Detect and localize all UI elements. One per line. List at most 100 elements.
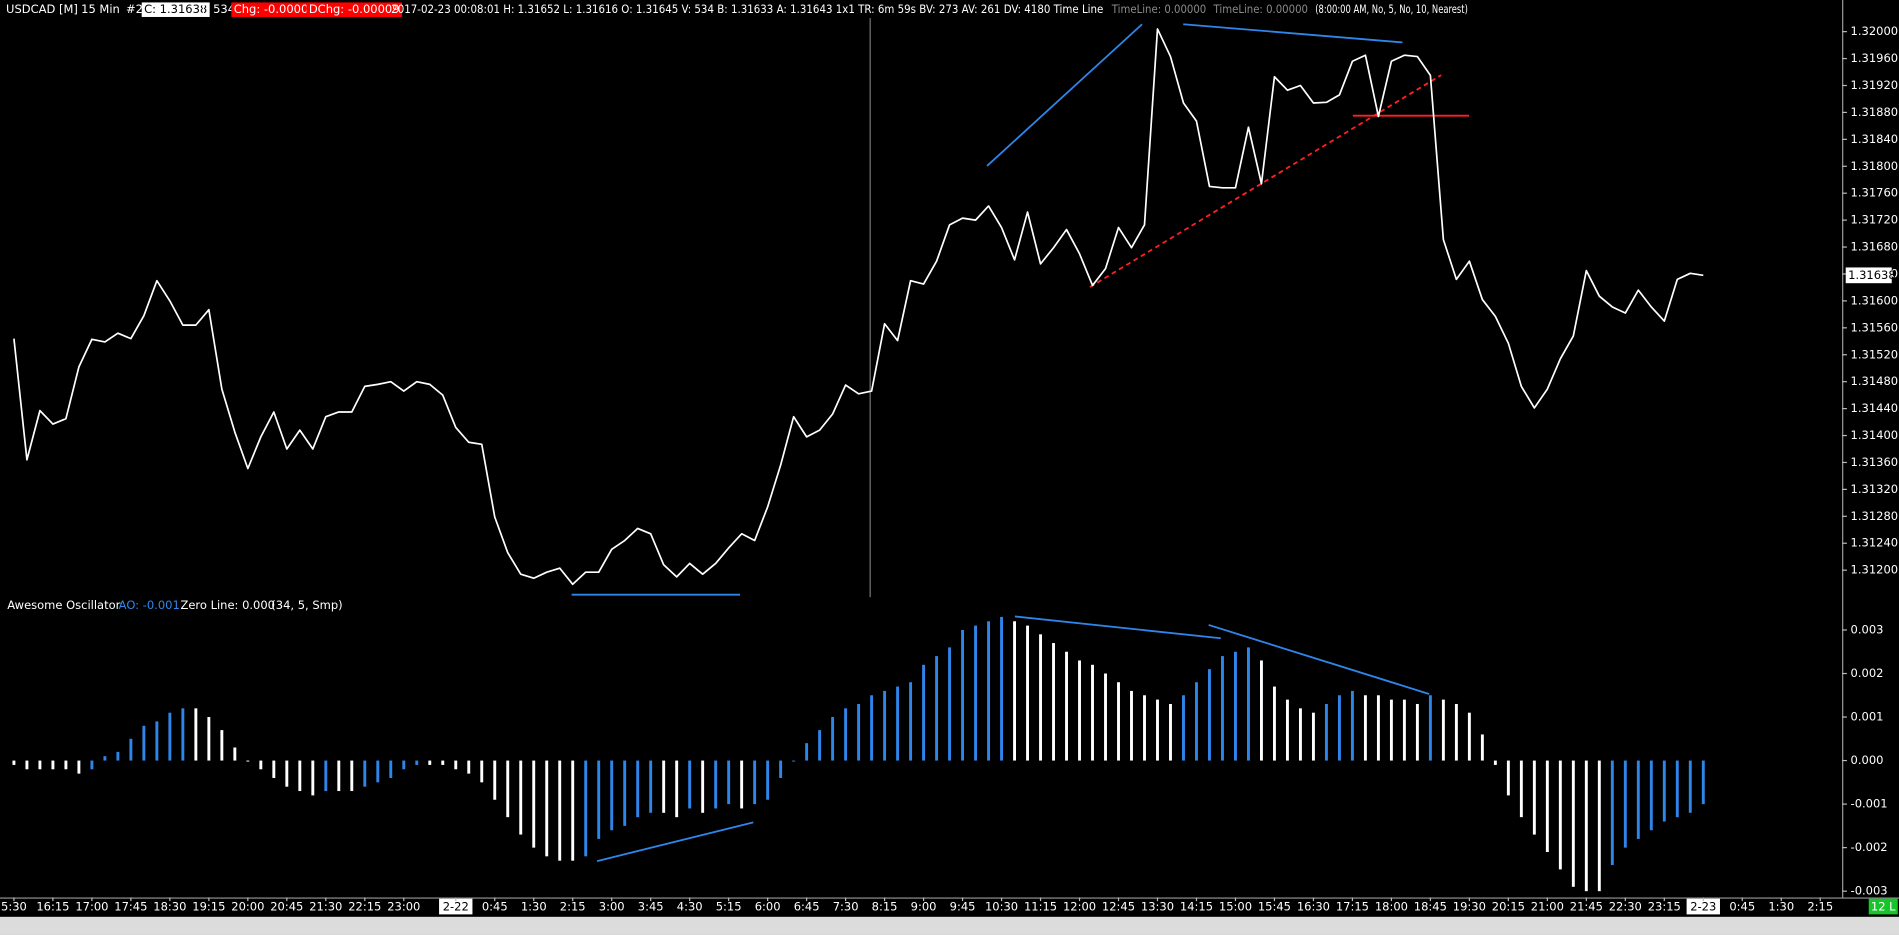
oscillator-bar — [1532, 760, 1536, 835]
y-tick-label: 0.001 — [1851, 710, 1884, 724]
oscillator-bar — [1688, 760, 1692, 813]
date-label-box — [1686, 898, 1720, 915]
oscillator-bar — [1311, 712, 1315, 761]
oscillator-bar — [1584, 760, 1588, 892]
oscillator-bar — [1623, 760, 1627, 848]
x-tick-label: 21:00 — [1531, 900, 1564, 914]
x-tick-label: 3:00 — [599, 900, 625, 914]
oscillator-bar — [1221, 656, 1224, 761]
x-tick-label: 17:45 — [114, 900, 147, 914]
oscillator-bar — [1597, 760, 1601, 892]
oscillator-bar — [1610, 760, 1614, 866]
oscillator-bar — [831, 717, 835, 761]
oscillator-bar — [1013, 621, 1017, 761]
y-tick-label: 1.31840 — [1851, 132, 1899, 146]
oscillator-bar — [1130, 690, 1133, 761]
oscillator-bar — [1143, 695, 1146, 761]
oscillator-bar — [870, 695, 874, 761]
oscillator-bar — [1272, 686, 1276, 761]
trend-line[interactable] — [986, 23, 1143, 167]
oscillator-bar — [337, 760, 341, 792]
oscillator-bar — [597, 760, 601, 839]
oscillator-bar — [272, 760, 276, 778]
label-box — [141, 2, 210, 17]
y-tick-label: 1.31680 — [1851, 240, 1899, 254]
x-tick-label: 18:45 — [1414, 900, 1447, 914]
x-tick-label: 13:30 — [1141, 900, 1174, 914]
oscillator-bar — [1636, 760, 1640, 839]
y-tick-label: 1.31440 — [1851, 401, 1899, 415]
oscillator-bar — [25, 760, 29, 770]
oscillator-bar — [311, 760, 315, 796]
x-tick-label: 20:15 — [1492, 900, 1525, 914]
oscillator-bar — [1428, 695, 1432, 761]
y-tick-label: 1.31320 — [1851, 482, 1899, 496]
oscillator-bar — [519, 760, 523, 835]
oscillator-bar — [1662, 760, 1666, 822]
indicator-value: AO: -0.001 — [119, 598, 180, 612]
y-tick-label: 1.31200 — [1851, 563, 1899, 577]
x-tick-label: 17:15 — [1336, 900, 1369, 914]
oscillator-bar — [1039, 634, 1042, 761]
trend-line[interactable] — [1014, 615, 1221, 640]
oscillator-bar — [688, 760, 692, 809]
oscillator-bar — [77, 760, 81, 774]
y-tick-label: 1.31600 — [1851, 293, 1899, 307]
oscillator-bar — [1247, 647, 1250, 761]
price-line — [13, 28, 1704, 586]
trend-line[interactable] — [1208, 624, 1430, 695]
oscillator-bar — [1545, 760, 1549, 852]
x-tick-label: 7:30 — [833, 900, 859, 914]
x-tick-label: 2-22 — [443, 900, 469, 914]
oscillator-bar — [129, 738, 133, 761]
x-tick-label: 2:15 — [1807, 900, 1833, 914]
x-tick-label: 22:15 — [348, 900, 381, 914]
scrollbar[interactable] — [0, 916, 1899, 935]
oscillator-bar — [766, 760, 770, 800]
oscillator-bar — [948, 647, 952, 761]
oscillator-bar — [1675, 760, 1679, 818]
oscillator-bar — [1350, 690, 1354, 761]
oscillator-bar — [1324, 703, 1328, 761]
x-tick-label: 18:00 — [1375, 900, 1408, 914]
oscillator-bar — [883, 690, 887, 761]
oscillator-bar — [1285, 699, 1289, 761]
oscillator-bar — [1156, 699, 1159, 761]
timeline: TimeLine: 0.00000 — [1111, 2, 1206, 16]
y-tick-label: 1.31400 — [1851, 428, 1899, 442]
oscillator-bar — [545, 760, 549, 857]
trend-line[interactable] — [1089, 74, 1442, 288]
oscillator-bar — [753, 760, 757, 805]
x-tick-label: 19:15 — [192, 900, 225, 914]
oscillator-bar — [220, 730, 224, 761]
oscillator-bar — [779, 760, 783, 778]
oscillator-bar — [1415, 703, 1419, 761]
x-tick-label: 11:15 — [1024, 900, 1057, 914]
y-tick-label: 1.31360 — [1851, 455, 1899, 469]
trend-line[interactable] — [596, 821, 754, 862]
oscillator-bar — [506, 760, 510, 818]
oscillator-bar — [610, 760, 614, 831]
tick-count: T: 534 — [199, 2, 235, 16]
change: Chg: -0.00007 — [234, 2, 316, 16]
x-tick-label: 23:15 — [1648, 900, 1681, 914]
trend-line[interactable] — [1183, 23, 1403, 44]
x-tick-label: 6:45 — [794, 900, 820, 914]
oscillator-bar — [181, 708, 185, 761]
oscillator-bar — [740, 760, 744, 809]
oscillator-bar — [662, 760, 666, 813]
x-tick-label: 5:15 — [716, 900, 742, 914]
oscillator-bar — [51, 760, 55, 770]
x-tick-label: 12:45 — [1102, 900, 1135, 914]
y-tick-label: 1.31280 — [1851, 509, 1899, 523]
y-tick-label: 1.31560 — [1851, 320, 1899, 334]
oscillator-bar — [428, 760, 432, 765]
oscillator-bar — [90, 760, 94, 770]
oscillator-bar — [649, 760, 653, 813]
y-tick-label: 0.002 — [1851, 666, 1884, 680]
oscillator-bar — [467, 760, 471, 774]
x-tick-label: 6:00 — [755, 900, 781, 914]
x-tick-label: 4:30 — [677, 900, 703, 914]
oscillator-bar — [1026, 625, 1029, 761]
oscillator-bar — [1363, 695, 1367, 761]
